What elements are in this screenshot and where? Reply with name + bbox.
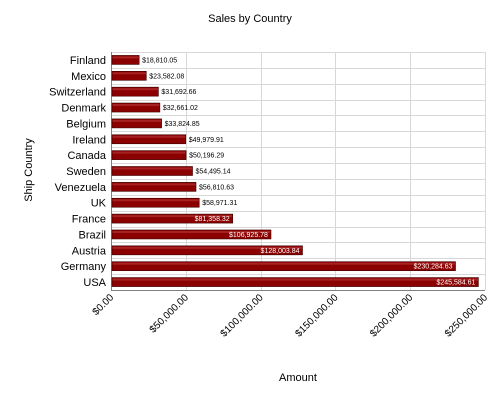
grid-lines xyxy=(111,52,486,291)
bar-highlight xyxy=(112,151,186,154)
value-label: $33,824.85 xyxy=(165,121,200,128)
category-labels: Finland $18,810.05 Mexico $23,582.08 Switzer… xyxy=(49,55,475,289)
value-label: $49,979.91 xyxy=(189,137,224,144)
category-label: Venezuela xyxy=(55,182,107,194)
value-label: $58,971.31 xyxy=(202,200,237,207)
bar-highlight xyxy=(112,135,186,138)
bar-highlight xyxy=(112,230,271,233)
value-label: $18,810.05 xyxy=(142,57,177,64)
value-label: $106,925.78 xyxy=(229,232,268,239)
bar-denmark xyxy=(111,102,161,113)
value-label: $23,582.08 xyxy=(149,73,184,80)
category-label: Belgium xyxy=(66,118,106,130)
category-label: Switzerland xyxy=(49,87,106,99)
value-label: $31,692.66 xyxy=(161,89,196,96)
bar-usa xyxy=(111,277,479,287)
x-axis-title: Amount xyxy=(279,372,317,384)
x-tick-label: $200,000.00 xyxy=(368,292,415,339)
y-axis-title: Ship Country xyxy=(23,138,35,202)
bar-switzerland xyxy=(111,86,159,97)
value-label: $54,495.14 xyxy=(196,169,231,176)
bar-finland xyxy=(111,55,140,65)
x-tick-labels: $0.00 $50,000.00 $100,000.00 $150,000.00 $20… xyxy=(91,292,491,339)
value-label: $230,284.63 xyxy=(414,264,453,271)
bar-highlight xyxy=(112,119,162,122)
value-label: $50,196.29 xyxy=(189,153,224,160)
bar-ireland xyxy=(111,134,187,145)
bar-germany xyxy=(111,261,456,272)
bar-canada xyxy=(111,150,187,160)
bar-belgium xyxy=(111,118,162,129)
x-tick-label: $0.00 xyxy=(91,292,117,318)
value-label: $245,584.61 xyxy=(436,280,475,287)
category-label: USA xyxy=(83,277,106,289)
bar-highlight xyxy=(112,56,139,59)
bar-austria xyxy=(111,245,303,256)
category-label: Austria xyxy=(72,245,107,257)
bar-sweden xyxy=(111,166,193,176)
category-label: Finland xyxy=(70,55,106,67)
bar-highlight xyxy=(112,104,160,107)
bar-uk xyxy=(111,197,200,208)
bar-highlight xyxy=(112,72,146,75)
bar-highlight xyxy=(112,183,196,186)
x-tick-label: $150,000.00 xyxy=(293,292,340,339)
bar-highlight xyxy=(112,167,193,170)
bar-highlight xyxy=(112,199,199,202)
bar-highlight xyxy=(112,88,158,91)
bar-brazil xyxy=(111,229,272,240)
category-label: Canada xyxy=(67,150,106,162)
bar-highlight xyxy=(112,278,478,281)
bar-mexico xyxy=(111,71,147,81)
value-label: $56,810.63 xyxy=(199,184,234,191)
category-label: Brazil xyxy=(78,229,106,241)
category-label: UK xyxy=(91,198,107,210)
bars xyxy=(111,55,479,287)
category-label: France xyxy=(72,214,106,226)
bar-highlight xyxy=(112,246,302,249)
bar-france xyxy=(111,213,234,224)
bar-venezuela xyxy=(111,182,197,192)
bar-highlight xyxy=(112,215,233,218)
category-label: Ireland xyxy=(72,134,106,146)
x-tick-label: $100,000.00 xyxy=(219,292,266,339)
category-label: Mexico xyxy=(71,71,106,83)
x-tick-label: $250,000.00 xyxy=(443,292,490,339)
x-tick-label: $50,000.00 xyxy=(148,292,191,335)
value-label: $81,358.32 xyxy=(195,216,230,223)
value-label: $32,661.02 xyxy=(163,105,198,112)
category-label: Denmark xyxy=(61,103,106,115)
bar-highlight xyxy=(112,262,456,265)
category-label: Germany xyxy=(61,261,107,273)
chart-title: Sales by Country xyxy=(208,13,292,25)
value-label: $128,003.84 xyxy=(261,248,300,255)
category-label: Sweden xyxy=(66,166,106,178)
